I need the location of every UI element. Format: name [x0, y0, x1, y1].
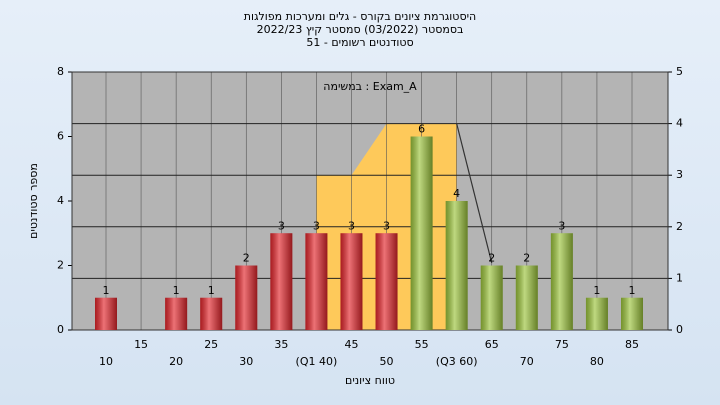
x-tick-label: 80 — [590, 355, 604, 368]
bar-shade — [235, 265, 258, 330]
x-tick-label: 20 — [169, 355, 183, 368]
y-tick-label: 0 — [57, 323, 64, 336]
x-tick-label: 30 — [239, 355, 253, 368]
value-label: 3 — [313, 219, 320, 232]
value-label: 1 — [593, 284, 600, 297]
x-tick-label: 75 — [555, 338, 569, 351]
x-tick-label: (Q1 40) — [296, 355, 338, 368]
y2-tick-label: 2 — [676, 220, 683, 233]
value-label: 3 — [383, 219, 390, 232]
value-label: 6 — [418, 123, 425, 136]
chart-title: היסטוגרמת ציונים בקורס - גלים ומערכות מפ… — [244, 10, 476, 23]
x-tick-label: 70 — [520, 355, 534, 368]
value-label: 4 — [453, 187, 460, 200]
bar-shade — [445, 201, 468, 330]
y2-tick-label: 4 — [676, 117, 683, 130]
x-tick-label: (Q3 60) — [436, 355, 478, 368]
y2-tick-label: 5 — [676, 65, 683, 78]
bar-shade — [95, 297, 117, 330]
value-label: 1 — [629, 284, 636, 297]
x-tick-label: 65 — [485, 338, 499, 351]
plot-frame — [71, 71, 669, 331]
x-tick-label: 50 — [380, 355, 394, 368]
y2-tick-label: 3 — [676, 168, 683, 181]
y-tick-label: 4 — [57, 194, 64, 207]
bar-shade — [410, 136, 433, 330]
x-tick-label: 10 — [99, 355, 113, 368]
value-label: 1 — [173, 284, 180, 297]
x-tick-label: 35 — [274, 338, 288, 351]
value-label: 3 — [278, 219, 285, 232]
bar-shade — [200, 297, 223, 330]
bar-shade — [270, 233, 293, 330]
value-label: 2 — [488, 252, 495, 265]
chart-subtitle: סטודנטים רשומים - 51 — [306, 36, 413, 49]
x-axis-label: טווח ציונים — [345, 374, 395, 387]
value-label: 3 — [348, 219, 355, 232]
trend-line — [456, 123, 493, 264]
x-tick-label: 55 — [415, 338, 429, 351]
bar-shade — [165, 297, 188, 330]
bar-shade — [480, 265, 503, 330]
y-tick-label: 6 — [57, 130, 64, 143]
value-label: 2 — [523, 252, 530, 265]
y-tick-label: 2 — [57, 259, 64, 272]
bar-shade — [515, 265, 538, 330]
y2-tick-label: 0 — [676, 323, 683, 336]
value-label: 1 — [208, 284, 215, 297]
y-tick-label: 8 — [57, 65, 64, 78]
y-axis-label: מספר סטודנטים — [27, 163, 40, 239]
value-label: 3 — [558, 219, 565, 232]
value-label: 1 — [103, 284, 110, 297]
bar-shade — [375, 233, 398, 330]
bar-shade — [621, 297, 643, 330]
bar-shade — [305, 233, 328, 330]
bar-shade — [550, 233, 573, 330]
x-tick-label: 85 — [625, 338, 639, 351]
value-label: 2 — [243, 252, 250, 265]
chart-subtitle: בסמסטר (03/2022) סמסטר קיץ 2022/23 — [257, 23, 464, 36]
annotation: במשימה : Exam_A — [323, 80, 417, 93]
bar-shade — [585, 297, 608, 330]
x-tick-label: 45 — [344, 338, 358, 351]
x-tick-label: 15 — [134, 338, 148, 351]
bar-shade — [340, 233, 363, 330]
x-tick-label: 25 — [204, 338, 218, 351]
y2-tick-label: 1 — [676, 271, 683, 284]
